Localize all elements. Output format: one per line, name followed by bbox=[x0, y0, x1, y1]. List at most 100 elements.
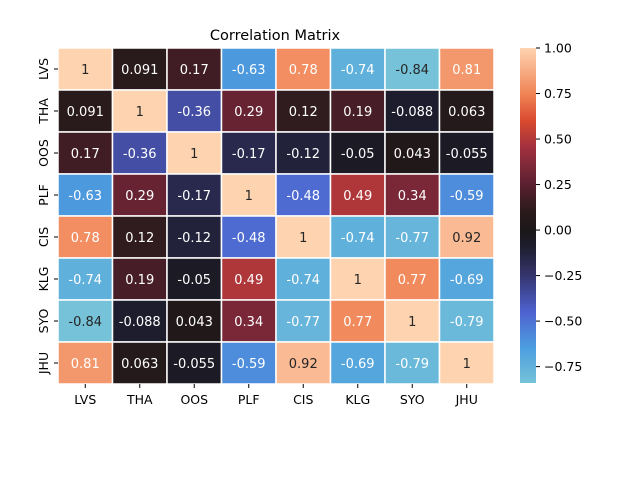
cell-value-label: 0.19 bbox=[343, 105, 372, 120]
cell-value-label: -0.79 bbox=[450, 315, 484, 330]
cell-value-label: 1 bbox=[136, 105, 144, 120]
heatmap-cell bbox=[438, 89, 495, 133]
cell-value-label: -0.74 bbox=[341, 63, 375, 78]
heatmap-cell bbox=[275, 341, 332, 385]
heatmap-cell bbox=[57, 299, 114, 343]
y-tick-label: OOS bbox=[36, 139, 51, 167]
cell-value-label: 0.77 bbox=[343, 315, 372, 330]
cell-value-label: 0.091 bbox=[67, 105, 104, 120]
cell-value-label: -0.79 bbox=[395, 357, 429, 372]
colorbar-ticks: 1.00 0.75 0.50 0.25 0.00 −0.25 −0.50 −0.75 bbox=[536, 41, 582, 374]
cell-value-label: 0.49 bbox=[343, 189, 372, 204]
colorbar-tick-label: 0.00 bbox=[544, 223, 572, 238]
y-tick-label: CIS bbox=[36, 227, 51, 247]
cell-value-label: 0.49 bbox=[234, 273, 263, 288]
cell-value-label: -0.05 bbox=[177, 273, 211, 288]
heatmap-cell bbox=[220, 131, 277, 175]
heatmap-cell bbox=[329, 89, 386, 133]
x-tick-label: LVS bbox=[74, 392, 96, 407]
cell-value-label: -0.84 bbox=[68, 315, 102, 330]
x-tick-label: CIS bbox=[293, 392, 313, 407]
cell-value-label: -0.48 bbox=[232, 231, 266, 246]
heatmap-cell bbox=[438, 341, 495, 385]
cell-value-label: 1 bbox=[81, 63, 89, 78]
cell-value-label: 0.19 bbox=[125, 273, 154, 288]
heatmap-cell bbox=[166, 341, 223, 385]
cell-value-label: -0.77 bbox=[395, 231, 429, 246]
cell-value-label: -0.05 bbox=[341, 147, 375, 162]
cell-value-label: 0.78 bbox=[71, 231, 100, 246]
y-tick-label: LVS bbox=[36, 58, 51, 80]
cell-value-label: -0.84 bbox=[395, 63, 429, 78]
heatmap-cell bbox=[111, 89, 168, 133]
cell-value-label: -0.69 bbox=[341, 357, 375, 372]
y-axis-ticks: LVS THA OOS PLF CIS KLG SYO JHU bbox=[36, 58, 58, 375]
chart-title: Correlation Matrix bbox=[210, 28, 341, 44]
x-tick-label: THA bbox=[126, 392, 153, 407]
cell-value-label: 0.81 bbox=[71, 357, 100, 372]
cell-value-label: 0.92 bbox=[452, 231, 481, 246]
cell-value-label: -0.088 bbox=[391, 105, 433, 120]
cell-value-label: -0.12 bbox=[177, 231, 211, 246]
x-tick-label: SYO bbox=[400, 392, 425, 407]
x-tick-label: OOS bbox=[180, 392, 208, 407]
cell-value-label: -0.69 bbox=[450, 273, 484, 288]
colorbar-tick-label: 0.75 bbox=[544, 86, 572, 101]
cell-value-label: -0.48 bbox=[286, 189, 320, 204]
cell-value-label: 0.12 bbox=[289, 105, 318, 120]
cell-value-label: -0.74 bbox=[286, 273, 320, 288]
heatmap-cell bbox=[275, 173, 332, 217]
heatmap-cell bbox=[329, 131, 386, 175]
cell-value-label: 0.78 bbox=[289, 63, 318, 78]
cell-value-label: -0.36 bbox=[123, 147, 157, 162]
colorbar bbox=[520, 48, 536, 383]
cell-value-label: 0.17 bbox=[71, 147, 100, 162]
x-tick-label: JHU bbox=[455, 392, 478, 407]
x-tick-label: KLG bbox=[345, 392, 370, 407]
heatmap-cell bbox=[220, 215, 277, 259]
cell-value-label: -0.59 bbox=[450, 189, 484, 204]
cell-value-label: 0.043 bbox=[176, 315, 213, 330]
y-tick-label: PLF bbox=[36, 184, 51, 206]
heatmap-cell bbox=[438, 47, 495, 91]
heatmap-cell-labels: 1 0.091 0.17 -0.63 0.78 -0.74 -0.84 0.81 0.091 1 -… bbox=[67, 63, 488, 372]
cell-value-label: -0.17 bbox=[232, 147, 266, 162]
y-tick-label: SYO bbox=[36, 308, 51, 333]
cell-value-label: -0.12 bbox=[286, 147, 320, 162]
cell-value-label: 1 bbox=[354, 273, 362, 288]
heatmap-cell bbox=[384, 173, 441, 217]
cell-value-label: 0.29 bbox=[234, 105, 263, 120]
heatmap-cell bbox=[384, 299, 441, 343]
cell-value-label: 0.81 bbox=[452, 63, 481, 78]
colorbar-tick-label: −0.50 bbox=[544, 314, 582, 329]
cell-value-label: 0.34 bbox=[234, 315, 263, 330]
cell-value-label: -0.74 bbox=[341, 231, 375, 246]
x-axis-ticks: LVS THA OOS PLF CIS KLG SYO JHU bbox=[74, 384, 478, 407]
heatmap-cell bbox=[438, 299, 495, 343]
heatmap-cell bbox=[384, 131, 441, 175]
cell-value-label: -0.055 bbox=[173, 357, 215, 372]
cell-value-label: 0.063 bbox=[448, 105, 485, 120]
x-tick-label: PLF bbox=[238, 392, 260, 407]
cell-value-label: 0.091 bbox=[121, 63, 158, 78]
cell-value-label: -0.36 bbox=[177, 105, 211, 120]
cell-value-label: 0.77 bbox=[398, 273, 427, 288]
colorbar-tick-label: 0.25 bbox=[544, 177, 572, 192]
heatmap-cell bbox=[275, 131, 332, 175]
cell-value-label: 0.043 bbox=[394, 147, 431, 162]
heatmap-cell bbox=[384, 257, 441, 301]
cell-value-label: 0.17 bbox=[180, 63, 209, 78]
heatmap-cell bbox=[438, 131, 495, 175]
cell-value-label: -0.59 bbox=[232, 357, 266, 372]
y-tick-label: THA bbox=[36, 98, 51, 125]
heatmap-cell bbox=[275, 257, 332, 301]
y-tick-label: JHU bbox=[36, 352, 51, 375]
heatmap-cell bbox=[275, 215, 332, 259]
cell-value-label: 1 bbox=[245, 189, 253, 204]
cell-value-label: 0.063 bbox=[121, 357, 158, 372]
cell-value-label: -0.088 bbox=[119, 315, 161, 330]
heatmap-cell bbox=[275, 299, 332, 343]
cell-value-label: -0.63 bbox=[68, 189, 102, 204]
colorbar-tick-label: −0.75 bbox=[544, 359, 582, 374]
